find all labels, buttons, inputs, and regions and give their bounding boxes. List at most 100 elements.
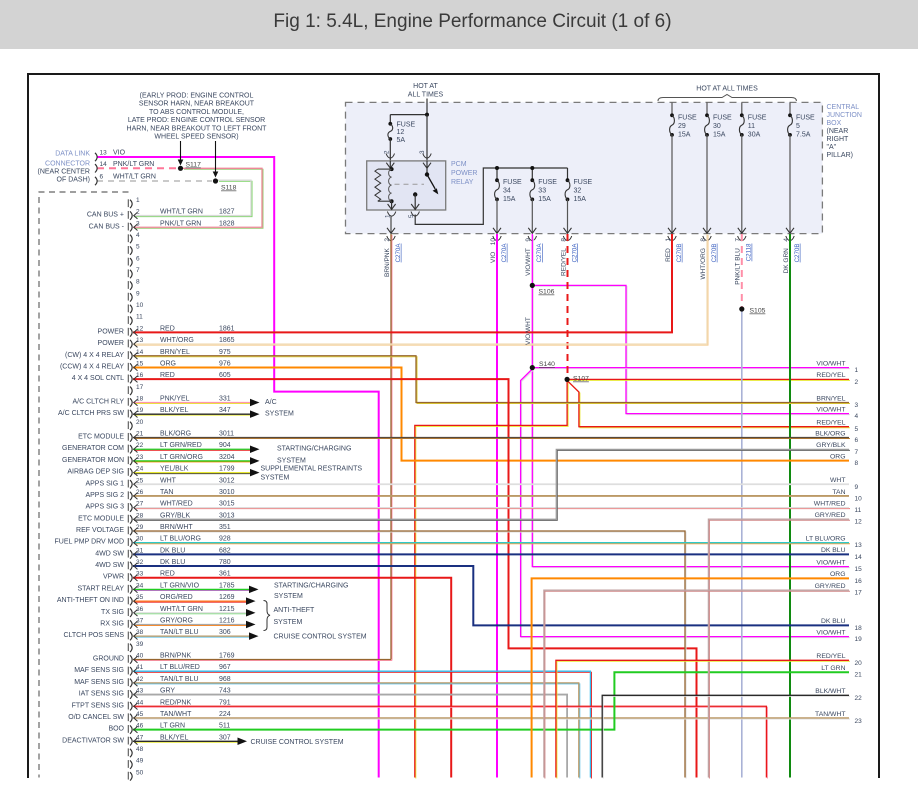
svg-text:SYSTEM: SYSTEM (261, 475, 290, 482)
svg-text:2: 2 (383, 150, 390, 154)
svg-text:1799: 1799 (219, 466, 235, 473)
svg-text:40: 40 (136, 653, 144, 660)
svg-text:VIO/WHT: VIO/WHT (816, 629, 845, 636)
svg-text:REF VOLTAGE: REF VOLTAGE (76, 527, 124, 534)
svg-text:15A: 15A (678, 131, 691, 138)
svg-text:RED/YEL 8: RED/YEL 8 (560, 238, 567, 276)
svg-text:S118: S118 (221, 185, 237, 192)
svg-text:307: 307 (219, 734, 231, 741)
svg-text:37: 37 (136, 617, 144, 624)
svg-text:29: 29 (136, 524, 144, 531)
svg-text:4: 4 (855, 413, 859, 420)
svg-text:(CW) 4 X 4 RELAY: (CW) 4 X 4 RELAY (65, 352, 124, 359)
svg-text:13: 13 (855, 542, 863, 549)
svg-text:13: 13 (100, 150, 108, 157)
svg-text:975: 975 (219, 349, 231, 356)
svg-text:12: 12 (136, 325, 144, 332)
svg-text:2: 2 (136, 209, 140, 216)
svg-text:(CCW) 4 X 4 RELAY: (CCW) 4 X 4 RELAY (60, 363, 124, 370)
svg-text:S107: S107 (573, 376, 589, 383)
svg-text:8: 8 (855, 460, 859, 467)
svg-text:BLK/ORG: BLK/ORG (160, 431, 191, 438)
svg-text:1827: 1827 (219, 209, 235, 216)
svg-text:WHT: WHT (160, 477, 177, 484)
svg-text:7: 7 (136, 267, 140, 274)
svg-text:BRN/PNK 2: BRN/PNK 2 (384, 238, 391, 277)
svg-text:START RELAY: START RELAY (77, 585, 124, 592)
svg-text:VIO/WHT: VIO/WHT (525, 317, 532, 345)
svg-text:29: 29 (678, 123, 686, 130)
svg-text:TO ABS CONTROL MODULE,: TO ABS CONTROL MODULE, (149, 109, 244, 116)
svg-text:S140: S140 (539, 361, 555, 368)
svg-text:(NEAR: (NEAR (827, 128, 849, 135)
svg-text:DK BLU: DK BLU (821, 547, 846, 554)
svg-text:306: 306 (219, 629, 231, 636)
svg-text:21: 21 (855, 672, 863, 679)
svg-text:STARTING/CHARGING: STARTING/CHARGING (277, 446, 351, 453)
svg-text:34: 34 (136, 582, 144, 589)
svg-text:1828: 1828 (219, 220, 235, 227)
svg-text:MAF SENS SIG: MAF SENS SIG (74, 679, 124, 686)
svg-text:15A: 15A (538, 196, 551, 203)
svg-text:41: 41 (136, 664, 144, 671)
svg-text:6: 6 (136, 255, 140, 262)
svg-text:C270A: C270A (501, 243, 508, 263)
svg-text:10: 10 (136, 302, 144, 309)
svg-text:BRN/WHT: BRN/WHT (160, 524, 193, 531)
svg-text:605: 605 (219, 372, 231, 379)
svg-text:50: 50 (136, 769, 144, 776)
svg-text:682: 682 (219, 547, 231, 554)
svg-text:TAN: TAN (832, 489, 845, 496)
svg-text:MAF SENS SIG: MAF SENS SIG (74, 667, 124, 674)
svg-text:48: 48 (136, 746, 144, 753)
svg-text:FUSE: FUSE (538, 179, 557, 186)
svg-text:VPWR: VPWR (103, 574, 124, 581)
svg-text:780: 780 (219, 559, 231, 566)
svg-text:C270A: C270A (395, 243, 402, 263)
svg-text:ORG/RED: ORG/RED (160, 594, 193, 601)
svg-text:VIO: VIO (113, 150, 126, 157)
svg-text:1216: 1216 (219, 617, 235, 624)
svg-text:47: 47 (136, 734, 144, 741)
svg-text:24: 24 (136, 466, 144, 473)
svg-text:WHT/LT GRN: WHT/LT GRN (113, 174, 156, 181)
svg-text:BRN/YEL: BRN/YEL (160, 349, 190, 356)
svg-text:C270A: C270A (536, 243, 543, 263)
svg-text:APPS SIG 1: APPS SIG 1 (85, 480, 124, 487)
svg-text:VIO 10: VIO 10 (490, 238, 497, 263)
svg-text:5: 5 (796, 123, 800, 130)
svg-text:DK BLU: DK BLU (821, 618, 846, 625)
svg-text:GRY/RED: GRY/RED (815, 512, 846, 519)
svg-text:FUSE: FUSE (713, 115, 732, 122)
svg-text:LT GRN/ORG: LT GRN/ORG (160, 454, 203, 461)
svg-text:PILLAR): PILLAR) (827, 152, 853, 159)
svg-text:AIRBAG DEP SIG: AIRBAG DEP SIG (67, 469, 124, 476)
svg-text:967: 967 (219, 664, 231, 671)
svg-text:SYSTEM: SYSTEM (274, 593, 303, 600)
svg-text:PNK/YEL: PNK/YEL (160, 395, 190, 402)
svg-text:11: 11 (855, 507, 862, 514)
svg-text:3204: 3204 (219, 454, 235, 461)
svg-text:45: 45 (136, 711, 144, 718)
svg-text:VIO/WHT: VIO/WHT (816, 360, 845, 367)
svg-text:1215: 1215 (219, 606, 235, 613)
svg-text:LT BLU/ORG: LT BLU/ORG (160, 536, 201, 543)
svg-text:39: 39 (136, 641, 144, 648)
svg-text:ETC MODULE: ETC MODULE (78, 515, 124, 522)
svg-text:30A: 30A (748, 131, 761, 138)
svg-text:15A: 15A (503, 196, 516, 203)
svg-text:20: 20 (855, 660, 863, 667)
svg-text:LT BLU/RED: LT BLU/RED (160, 664, 200, 671)
svg-text:A/C CLTCH RLY: A/C CLTCH RLY (73, 398, 125, 405)
svg-text:33: 33 (136, 571, 144, 578)
svg-text:14: 14 (136, 349, 144, 356)
svg-text:LT GRN: LT GRN (821, 665, 845, 672)
svg-text:21: 21 (136, 431, 144, 438)
svg-text:16: 16 (855, 578, 863, 585)
svg-text:1769: 1769 (219, 653, 235, 660)
svg-text:LT BLU/ORG: LT BLU/ORG (806, 536, 846, 543)
svg-text:HARN, NEAR BREAKOUT TO LEFT FR: HARN, NEAR BREAKOUT TO LEFT FRONT (127, 125, 268, 132)
svg-text:PNK/LT GRN: PNK/LT GRN (113, 161, 154, 168)
svg-text:CLTCH POS SENS: CLTCH POS SENS (63, 632, 124, 639)
svg-text:9: 9 (855, 484, 859, 491)
